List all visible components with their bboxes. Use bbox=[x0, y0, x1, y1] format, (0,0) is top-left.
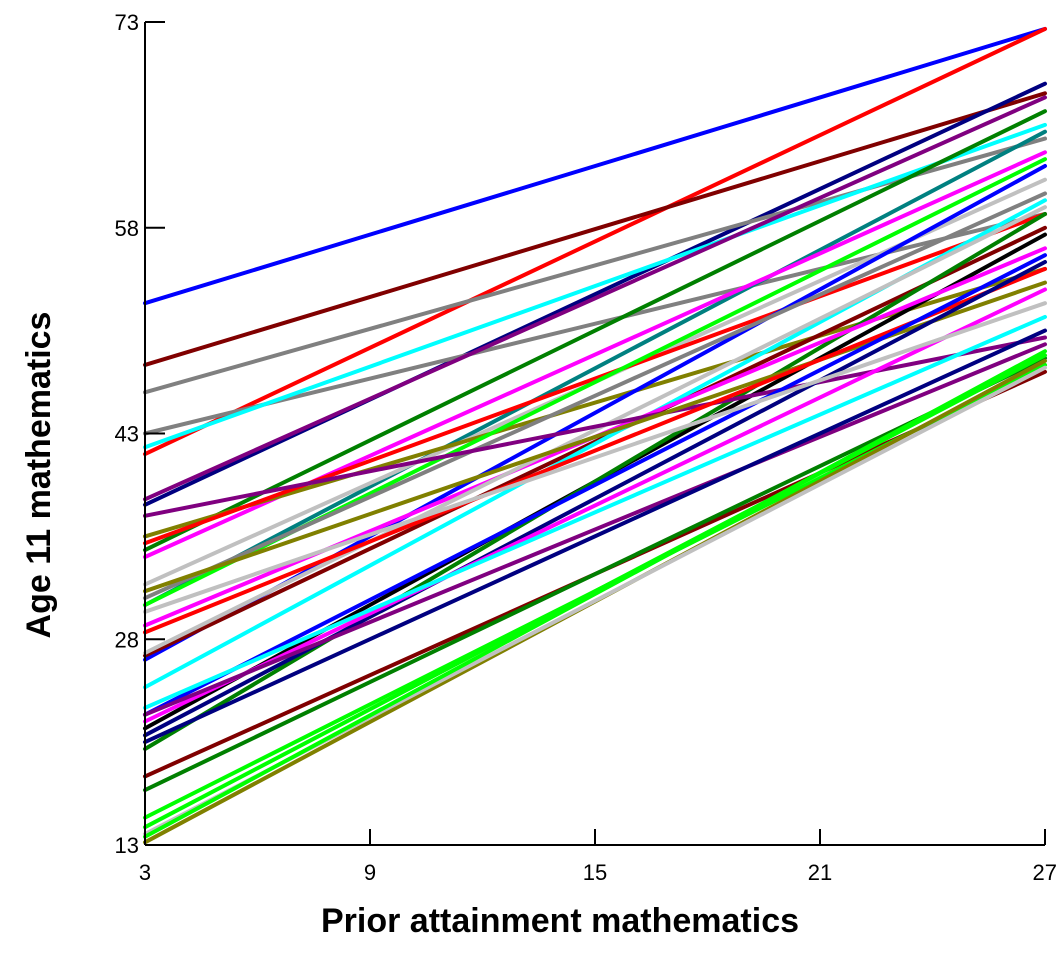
series-line-28 bbox=[143, 260, 1047, 738]
y-tick-label-5: 73 bbox=[115, 10, 139, 35]
series-layer bbox=[143, 26, 1047, 845]
y-tick-label-3: 43 bbox=[115, 422, 139, 447]
y-tick-label-4: 58 bbox=[115, 216, 139, 241]
x-tick-label-4: 21 bbox=[808, 860, 832, 885]
series-line-31 bbox=[143, 342, 1047, 717]
y-tick-label-1: 13 bbox=[115, 833, 139, 858]
series-line-1 bbox=[143, 26, 1047, 306]
series-line-20 bbox=[143, 191, 1047, 601]
series-line-7 bbox=[143, 122, 1047, 450]
series-line-2 bbox=[143, 26, 1047, 457]
series-line-26 bbox=[143, 266, 1047, 635]
x-tick-label-3: 15 bbox=[583, 860, 607, 885]
x-tick-label-1: 3 bbox=[139, 860, 151, 885]
tick-layer: 3 9 15 21 27 13 28 43 58 73 bbox=[115, 10, 1057, 885]
series-line-13 bbox=[143, 266, 1047, 539]
series-line-10 bbox=[143, 129, 1047, 607]
series-line-40 bbox=[143, 349, 1047, 839]
series-line-5 bbox=[143, 136, 1047, 395]
series-line-32 bbox=[143, 328, 1047, 745]
series-line-6 bbox=[143, 212, 1047, 436]
series-line-33 bbox=[143, 301, 1047, 614]
series-line-23 bbox=[143, 205, 1047, 655]
series-line-8 bbox=[143, 109, 1047, 553]
x-axis-label: Prior attainment mathematics bbox=[321, 902, 799, 940]
y-axis-label: Age 11 mathematics bbox=[20, 312, 58, 639]
x-tick-label-5: 27 bbox=[1033, 860, 1057, 885]
series-line-27 bbox=[143, 253, 1047, 717]
y-tick-label-2: 28 bbox=[115, 627, 139, 652]
series-line-29 bbox=[143, 287, 1047, 724]
series-line-14 bbox=[143, 212, 1047, 546]
series-line-30 bbox=[143, 314, 1047, 710]
x-tick-label-2: 9 bbox=[364, 860, 376, 885]
series-line-4 bbox=[143, 81, 1047, 507]
series-line-9 bbox=[143, 95, 1047, 502]
series-line-3 bbox=[143, 91, 1047, 367]
series-line-19 bbox=[143, 212, 1047, 751]
series-line-24 bbox=[143, 335, 1047, 518]
series-line-25 bbox=[143, 280, 1047, 594]
